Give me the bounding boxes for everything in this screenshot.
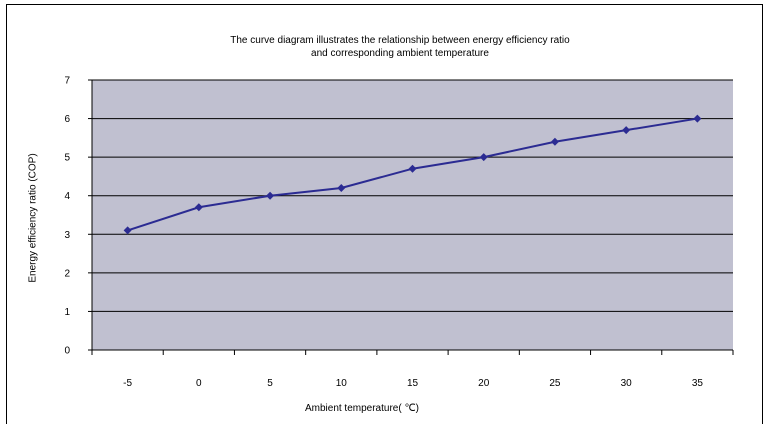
x-tick-label: 10 <box>336 378 348 389</box>
data-point <box>550 137 559 146</box>
series-group <box>123 114 702 235</box>
x-tick-label: 0 <box>196 378 202 389</box>
x-tick-label: 35 <box>692 378 704 389</box>
y-tick-label: 1 <box>64 307 70 318</box>
data-point <box>337 184 346 192</box>
data-point <box>693 114 702 123</box>
x-tick-label: 30 <box>621 378 633 389</box>
data-point <box>479 153 488 162</box>
x-tick-label: 20 <box>478 378 490 389</box>
data-point <box>194 203 203 212</box>
plot-area <box>92 80 733 350</box>
y-tick-label: 3 <box>64 230 70 241</box>
x-tick-label: 15 <box>407 378 419 389</box>
y-tick-label: 4 <box>64 191 70 202</box>
x-axis-label: Ambient temperature( ℃) <box>304 403 420 414</box>
x-tick-label: 25 <box>549 378 561 389</box>
y-tick-label: 7 <box>64 76 70 87</box>
chart-frame <box>6 4 763 424</box>
x-tick-label: 5 <box>267 378 273 389</box>
chart-title-block: The curve diagram illustrates the relati… <box>100 34 700 60</box>
y-tick-label: 2 <box>64 268 70 279</box>
y-tick-label: 0 <box>64 346 70 357</box>
y-tick-label: 6 <box>64 114 70 125</box>
chart-title: The curve diagram illustrates the relati… <box>230 35 570 46</box>
data-point <box>622 126 631 135</box>
x-ticks: -5 0 5 10 15 20 25 30 35 <box>91 350 734 389</box>
data-point <box>408 164 417 173</box>
data-point <box>266 191 275 200</box>
x-tick-label: -5 <box>123 378 132 389</box>
chart-subtitle: and corresponding ambient temperature <box>311 48 489 59</box>
grid-lines <box>92 79 733 312</box>
axes <box>91 80 733 351</box>
data-point <box>123 226 132 235</box>
y-ticks: 0 1 2 3 4 5 6 7 <box>64 76 92 357</box>
y-tick-label: 5 <box>64 153 70 164</box>
